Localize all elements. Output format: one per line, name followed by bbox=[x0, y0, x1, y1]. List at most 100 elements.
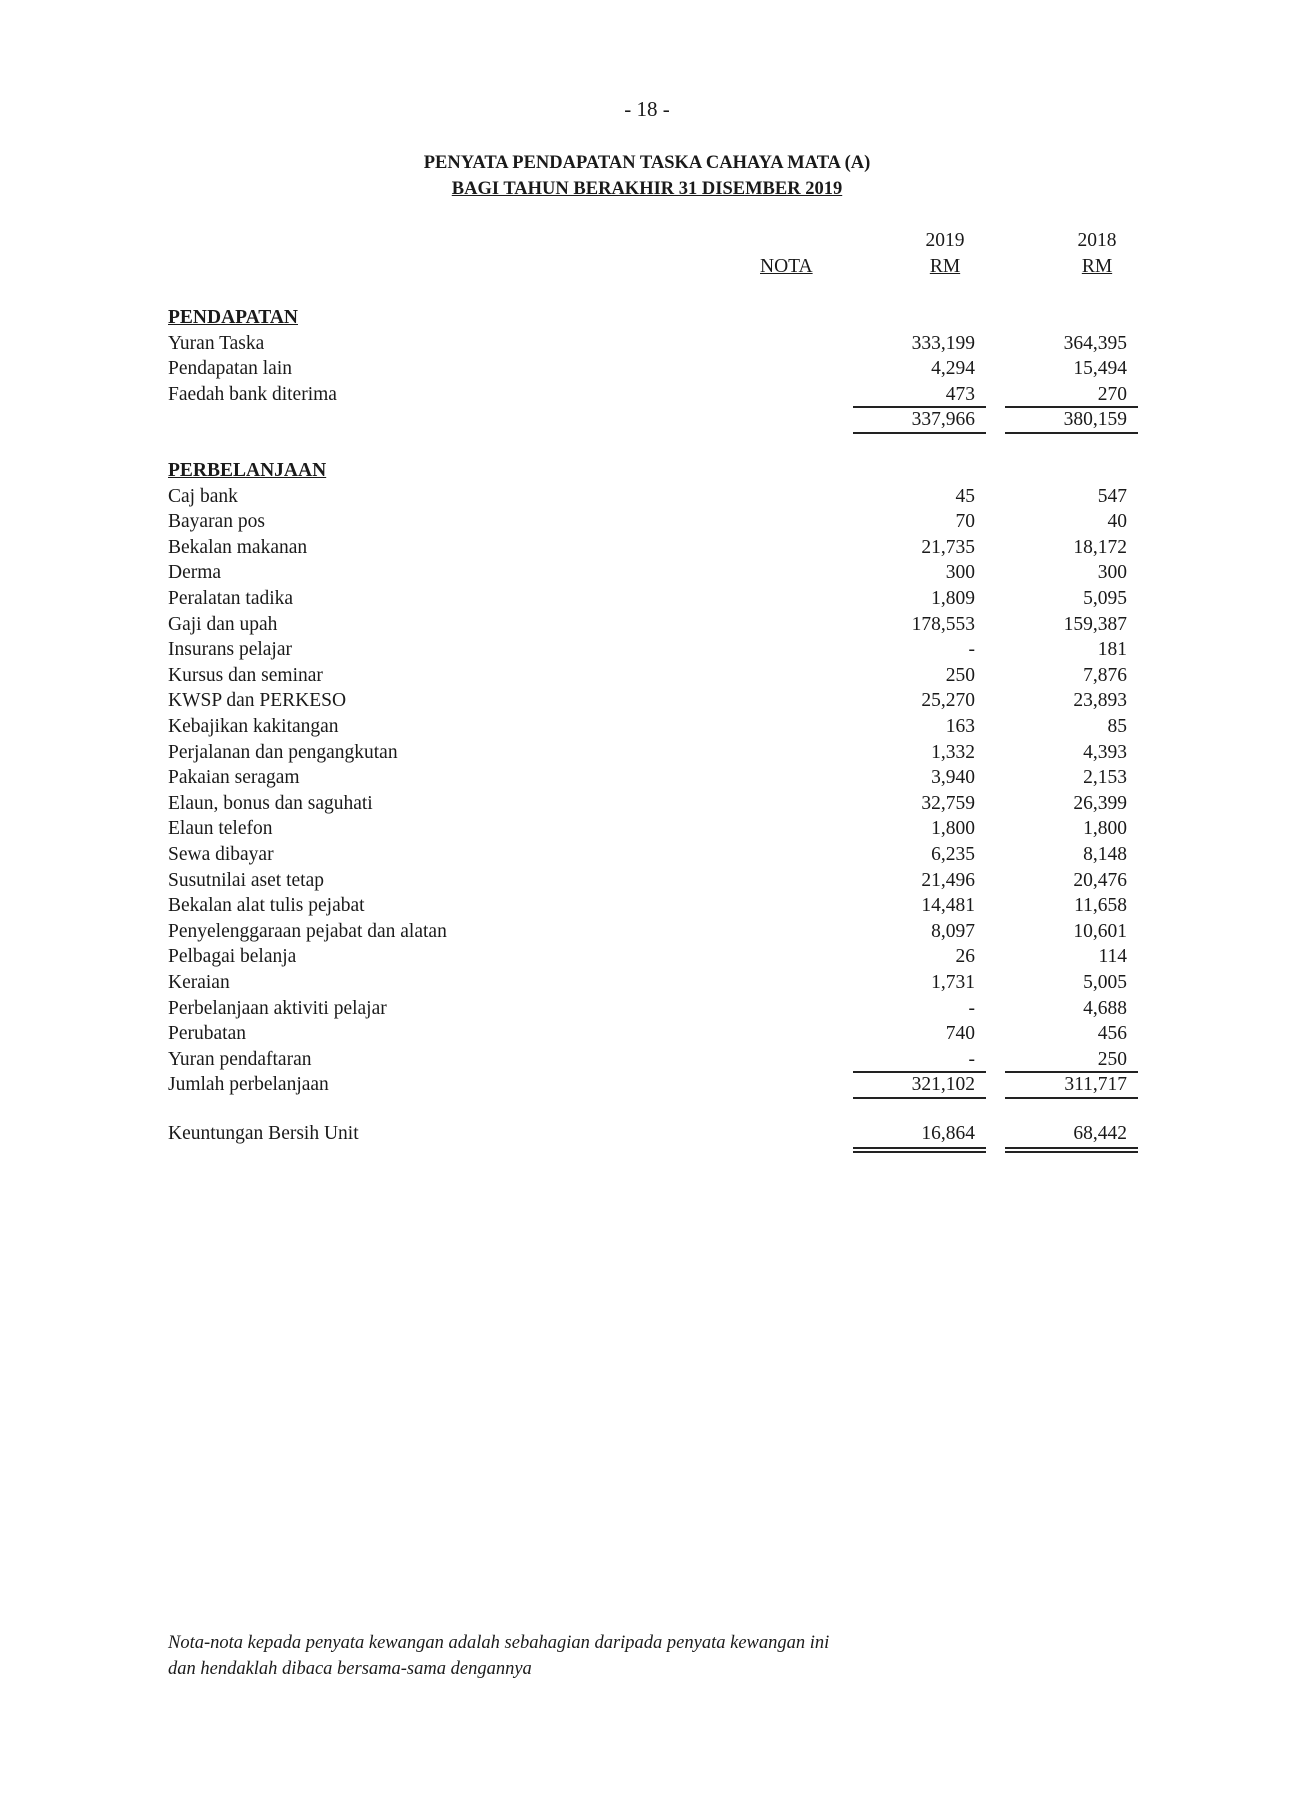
income-heading: PENDAPATAN bbox=[0, 305, 1294, 331]
value-2019: 70 bbox=[955, 511, 976, 533]
expense-row: Gaji dan upah 178,553 159,387 bbox=[0, 612, 1294, 638]
footnote-line-1: Nota-nota kepada penyata kewangan adalah… bbox=[168, 1633, 830, 1653]
value-2018: 270 bbox=[1097, 383, 1127, 405]
expenses-heading: PERBELANJAAN bbox=[0, 458, 1294, 484]
subtotal-line bbox=[853, 406, 986, 409]
column-unit-2019: RM bbox=[929, 256, 961, 277]
row-label: Gaji dan upah bbox=[168, 613, 278, 635]
value-2018: 23,893 bbox=[1073, 690, 1127, 712]
expense-row: Kursus dan seminar 250 7,876 bbox=[0, 663, 1294, 689]
value-2018: 40 bbox=[1107, 511, 1128, 533]
value-2018: 8,148 bbox=[1083, 844, 1127, 865]
value-2019: 21,496 bbox=[921, 869, 975, 891]
statement-subtitle: BAGI TAHUN BERAKHIR 31 DISEMBER 2019 bbox=[451, 179, 843, 199]
value-2018: 250 bbox=[1097, 1048, 1127, 1070]
value-2019: - bbox=[968, 639, 976, 661]
value-2019: 337,966 bbox=[911, 409, 975, 431]
expense-row: Kebajikan kakitangan 163 85 bbox=[0, 714, 1294, 740]
row-label: KWSP dan PERKESO bbox=[168, 690, 347, 712]
value-2019: 473 bbox=[945, 383, 975, 405]
value-2019: 333,199 bbox=[911, 332, 975, 354]
income-row: Yuran Taska 333,199 364,395 bbox=[0, 331, 1294, 357]
double-underline-bottom bbox=[853, 1151, 986, 1153]
value-2019: 16,864 bbox=[921, 1123, 975, 1144]
value-2018: 15,494 bbox=[1073, 358, 1127, 380]
value-2019: 32,759 bbox=[921, 792, 975, 814]
row-label: Yuran Taska bbox=[168, 332, 265, 354]
row-label: Elaun, bonus dan saguhati bbox=[168, 792, 373, 814]
value-2018: 18,172 bbox=[1073, 536, 1127, 558]
value-2018: 10,601 bbox=[1073, 920, 1127, 942]
row-label: Penyelenggaraan pejabat dan alatan bbox=[168, 920, 447, 942]
expense-row: Perjalanan dan pengangkutan 1,332 4,393 bbox=[0, 740, 1294, 766]
row-label: Yuran pendaftaran bbox=[168, 1048, 312, 1070]
expense-row: Caj bank 45 547 bbox=[0, 484, 1294, 510]
value-2018: 159,387 bbox=[1063, 613, 1127, 635]
value-2018: 11,658 bbox=[1074, 895, 1127, 917]
value-2018: 114 bbox=[1098, 946, 1127, 968]
value-2018: 364,395 bbox=[1063, 332, 1127, 354]
page-number: - 18 - bbox=[624, 97, 670, 121]
column-unit-2018: RM bbox=[1081, 256, 1113, 277]
expense-row: Penyelenggaraan pejabat dan alatan 8,097 1… bbox=[0, 919, 1294, 945]
value-2018: 85 bbox=[1107, 716, 1128, 737]
row-label: Susutnilai aset tetap bbox=[168, 869, 324, 891]
row-label: Pelbagai belanja bbox=[168, 946, 297, 968]
expense-row: Elaun, bonus dan saguhati 32,759 26,399 bbox=[0, 791, 1294, 817]
value-2018: 300 bbox=[1097, 562, 1127, 584]
value-2019: 6,235 bbox=[931, 844, 975, 865]
row-label: Keuntungan Bersih Unit bbox=[168, 1123, 359, 1144]
expense-row: Bekalan alat tulis pejabat 14,481 11,658 bbox=[0, 893, 1294, 919]
expense-row: Bekalan makanan 21,735 18,172 bbox=[0, 535, 1294, 561]
double-underline-bottom bbox=[1005, 1151, 1138, 1153]
value-2019: 3,940 bbox=[931, 767, 975, 789]
column-nota: NOTA bbox=[760, 256, 813, 277]
income-row: Faedah bank diterima 473 270 bbox=[0, 382, 1294, 408]
expense-row: Pakaian seragam 3,940 2,153 bbox=[0, 765, 1294, 791]
value-2019: 25,270 bbox=[921, 690, 975, 712]
value-2019: 250 bbox=[945, 664, 975, 686]
value-2019: 178,553 bbox=[911, 613, 975, 635]
row-label: Pendapatan lain bbox=[168, 358, 292, 380]
row-label: Elaun telefon bbox=[168, 818, 273, 840]
value-2018: 68,442 bbox=[1073, 1123, 1127, 1144]
expense-row: Perubatan 740 456 bbox=[0, 1021, 1294, 1047]
value-2018: 380,159 bbox=[1063, 409, 1127, 431]
value-2018: 5,005 bbox=[1083, 972, 1127, 993]
double-underline-top bbox=[1005, 1147, 1138, 1149]
value-2019: 4,294 bbox=[931, 358, 975, 380]
value-2019: 1,731 bbox=[931, 972, 975, 993]
expense-row: Susutnilai aset tetap 21,496 20,476 bbox=[0, 868, 1294, 894]
value-2018: 456 bbox=[1097, 1023, 1127, 1045]
value-2018: 4,688 bbox=[1083, 997, 1127, 1019]
expense-row: KWSP dan PERKESO 25,270 23,893 bbox=[0, 688, 1294, 714]
expense-row: Derma 300 300 bbox=[0, 560, 1294, 586]
income-row: Pendapatan lain 4,294 15,494 bbox=[0, 356, 1294, 382]
row-label: Bayaran pos bbox=[168, 511, 265, 533]
total-underline bbox=[853, 1097, 986, 1100]
row-label: Derma bbox=[168, 562, 222, 584]
value-2019: 321,102 bbox=[911, 1074, 975, 1096]
section-heading: PENDAPATAN bbox=[168, 307, 298, 328]
value-2019: 26 bbox=[955, 946, 976, 968]
row-label: Insurans pelajar bbox=[168, 639, 292, 661]
row-label: Caj bank bbox=[168, 485, 238, 507]
subtotal-line bbox=[853, 1071, 986, 1074]
expense-row: Yuran pendaftaran - 250 bbox=[0, 1047, 1294, 1073]
total-underline bbox=[1005, 1097, 1138, 1100]
double-underline-top bbox=[853, 1147, 986, 1149]
expense-row: Elaun telefon 1,800 1,800 bbox=[0, 816, 1294, 842]
value-2018: 547 bbox=[1097, 485, 1127, 507]
value-2018: 5,095 bbox=[1083, 588, 1127, 609]
value-2018: 1,800 bbox=[1083, 818, 1127, 840]
net-profit-row: Keuntungan Bersih Unit 16,864 68,442 bbox=[0, 1121, 1294, 1147]
expense-row: Perbelanjaan aktiviti pelajar - 4,688 bbox=[0, 996, 1294, 1022]
value-2019: - bbox=[968, 997, 976, 1019]
statement-title: PENYATA PENDAPATAN TASKA CAHAYA MATA (A) bbox=[423, 153, 871, 173]
column-year-2019: 2019 bbox=[925, 230, 965, 251]
column-year-2018: 2018 bbox=[1077, 230, 1117, 251]
total-underline bbox=[853, 432, 986, 435]
row-label: Perbelanjaan aktiviti pelajar bbox=[168, 997, 387, 1019]
value-2019: 1,800 bbox=[931, 818, 975, 840]
subtotal-line bbox=[1005, 1071, 1138, 1074]
